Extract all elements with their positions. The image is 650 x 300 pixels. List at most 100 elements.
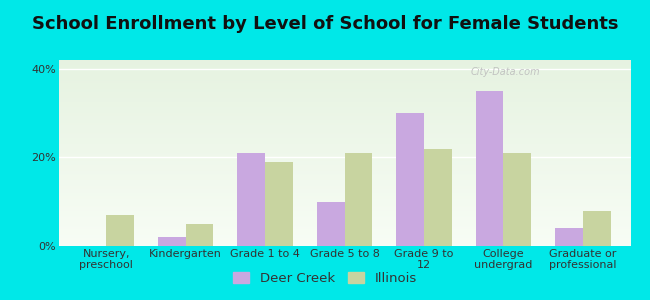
Bar xyxy=(58,136,630,137)
Bar xyxy=(58,112,630,113)
Bar xyxy=(58,160,630,161)
Bar xyxy=(58,153,630,154)
Bar xyxy=(58,233,630,234)
Bar xyxy=(58,128,630,129)
Bar xyxy=(58,100,630,101)
Bar xyxy=(58,167,630,168)
Bar xyxy=(58,151,630,152)
Bar xyxy=(265,162,293,246)
Bar xyxy=(58,176,630,177)
Bar xyxy=(58,219,630,220)
Bar xyxy=(58,74,630,75)
Bar xyxy=(58,227,630,228)
Bar xyxy=(58,116,630,117)
Bar xyxy=(58,184,630,185)
Bar xyxy=(58,95,630,96)
Bar xyxy=(58,78,630,79)
Bar xyxy=(58,215,630,216)
Bar xyxy=(58,175,630,176)
Bar xyxy=(58,238,630,239)
Bar xyxy=(476,91,503,246)
Bar xyxy=(58,109,630,110)
Bar xyxy=(58,70,630,71)
Bar xyxy=(58,82,630,83)
Bar xyxy=(58,164,630,165)
Bar xyxy=(58,117,630,118)
Bar xyxy=(58,212,630,214)
Bar xyxy=(58,141,630,142)
Bar xyxy=(58,94,630,95)
Bar xyxy=(58,99,630,100)
Bar xyxy=(58,85,630,86)
Bar xyxy=(58,218,630,219)
Bar xyxy=(58,72,630,73)
Bar xyxy=(58,217,630,218)
Bar xyxy=(58,244,630,245)
Bar xyxy=(58,174,630,175)
Bar xyxy=(58,118,630,119)
Bar xyxy=(58,204,630,205)
Bar xyxy=(58,197,630,198)
Bar xyxy=(58,158,630,159)
Bar xyxy=(58,209,630,210)
Bar xyxy=(58,92,630,94)
Bar xyxy=(58,222,630,223)
Bar xyxy=(58,114,630,115)
Bar xyxy=(58,140,630,141)
Bar xyxy=(58,137,630,138)
Bar xyxy=(555,228,583,246)
Bar xyxy=(58,64,630,65)
Bar xyxy=(58,162,630,163)
Bar xyxy=(58,126,630,127)
Bar xyxy=(58,179,630,180)
Bar xyxy=(106,215,134,246)
Bar xyxy=(58,177,630,178)
Bar xyxy=(58,79,630,80)
Bar xyxy=(58,155,630,156)
Bar xyxy=(58,76,630,77)
Bar xyxy=(58,60,630,61)
Bar xyxy=(58,223,630,224)
Bar xyxy=(58,237,630,238)
Bar xyxy=(344,153,372,246)
Bar xyxy=(58,181,630,182)
Bar xyxy=(58,90,630,91)
Bar xyxy=(58,240,630,241)
Bar xyxy=(58,77,630,78)
Bar xyxy=(58,115,630,116)
Bar xyxy=(58,243,630,244)
Bar xyxy=(58,183,630,184)
Bar xyxy=(58,87,630,88)
Bar xyxy=(58,88,630,89)
Bar xyxy=(58,101,630,102)
Bar xyxy=(58,220,630,221)
Bar xyxy=(58,124,630,125)
Bar xyxy=(58,84,630,85)
Bar xyxy=(58,127,630,128)
Bar xyxy=(58,206,630,207)
Bar xyxy=(58,65,630,66)
Bar xyxy=(58,200,630,201)
Bar xyxy=(58,182,630,183)
Bar xyxy=(58,138,630,139)
Bar xyxy=(58,241,630,242)
Bar xyxy=(58,191,630,192)
Bar xyxy=(58,148,630,149)
Bar xyxy=(58,97,630,98)
Bar xyxy=(58,119,630,120)
Bar xyxy=(58,106,630,107)
Bar xyxy=(58,107,630,108)
Bar xyxy=(58,205,630,206)
Bar xyxy=(58,163,630,164)
Bar xyxy=(58,132,630,133)
Bar xyxy=(58,83,630,84)
Bar xyxy=(58,185,630,187)
Bar xyxy=(58,125,630,126)
Bar xyxy=(58,134,630,135)
Bar xyxy=(58,75,630,76)
Bar xyxy=(58,66,630,67)
Bar xyxy=(58,231,630,232)
Bar xyxy=(58,226,630,227)
Bar xyxy=(58,144,630,145)
Bar xyxy=(583,211,610,246)
